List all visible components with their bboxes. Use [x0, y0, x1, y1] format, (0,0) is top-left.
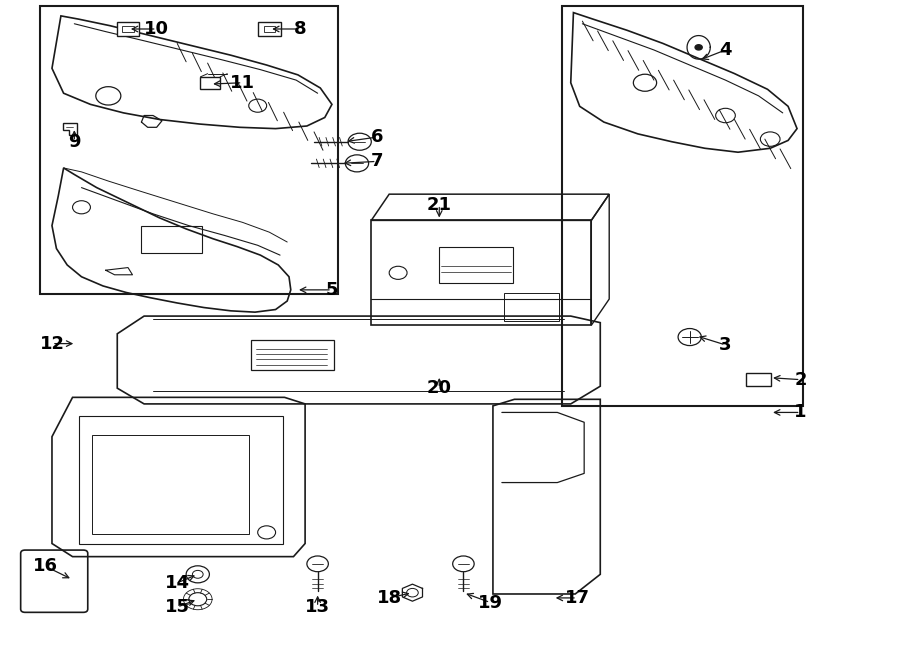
- Text: 2: 2: [795, 371, 807, 389]
- Text: 8: 8: [293, 20, 306, 38]
- Text: 7: 7: [371, 153, 382, 171]
- Bar: [122, 26, 133, 32]
- Text: 20: 20: [427, 379, 452, 397]
- Text: 19: 19: [478, 594, 503, 611]
- Text: 9: 9: [68, 133, 81, 151]
- Bar: [40, 6, 338, 294]
- Bar: [264, 26, 274, 32]
- Text: 1: 1: [795, 403, 807, 422]
- Bar: [117, 22, 140, 36]
- Text: 12: 12: [40, 334, 65, 352]
- Bar: [258, 22, 281, 36]
- Bar: [79, 416, 283, 543]
- Bar: [92, 436, 248, 533]
- Text: 15: 15: [165, 598, 190, 616]
- Text: 4: 4: [719, 41, 732, 59]
- Bar: [141, 225, 202, 253]
- Text: 6: 6: [371, 128, 382, 146]
- Text: 5: 5: [326, 281, 338, 299]
- Bar: [251, 340, 334, 369]
- Bar: [746, 373, 771, 386]
- Text: 14: 14: [165, 574, 190, 592]
- Bar: [562, 6, 804, 406]
- Bar: [439, 247, 513, 284]
- Text: 10: 10: [144, 20, 169, 38]
- Bar: [504, 293, 559, 321]
- Text: 3: 3: [719, 336, 732, 354]
- Text: 11: 11: [230, 74, 255, 92]
- Circle shape: [695, 45, 702, 50]
- Text: 16: 16: [33, 557, 58, 576]
- Text: 17: 17: [564, 589, 590, 607]
- Text: 13: 13: [305, 598, 330, 616]
- Text: 18: 18: [376, 589, 401, 607]
- Text: 21: 21: [427, 196, 452, 214]
- Bar: [201, 77, 220, 89]
